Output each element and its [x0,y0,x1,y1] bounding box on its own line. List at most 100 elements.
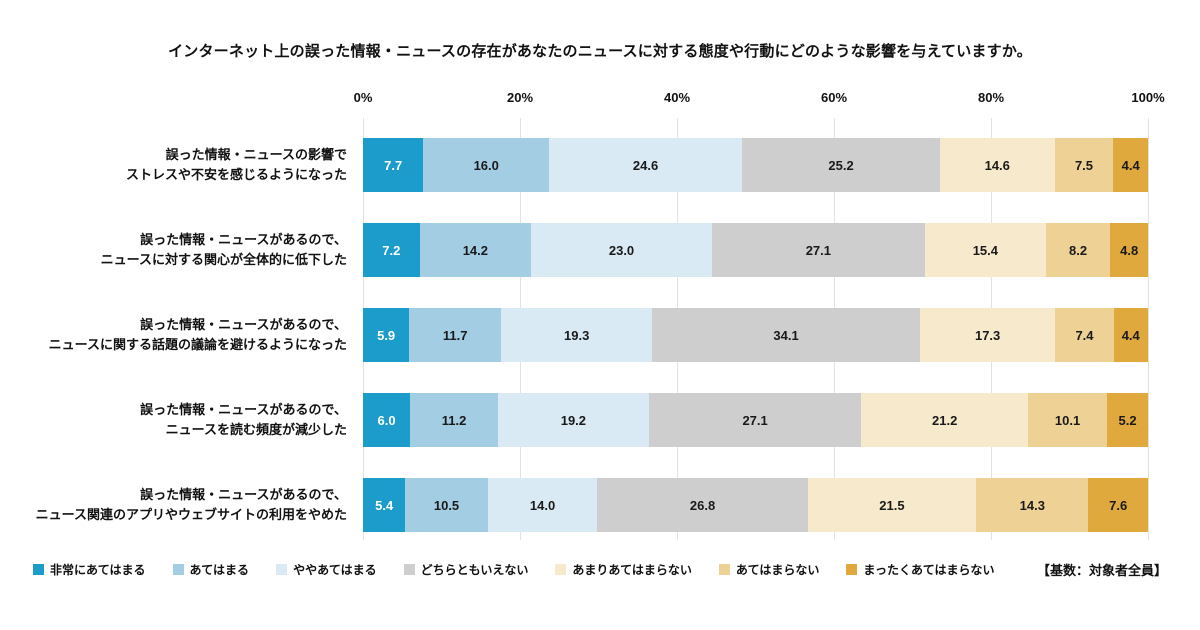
bar-segment: 4.4 [1113,138,1148,192]
value-label: 23.0 [608,242,635,258]
bar-segment: 25.2 [742,138,940,192]
legend-swatch [33,564,44,575]
gridline [1147,118,1149,540]
value-label: 4.4 [1121,327,1140,343]
bar-segment: 10.5 [405,478,488,532]
value-label: 19.2 [560,412,587,428]
bar-segment: 21.5 [807,478,977,532]
legend-item: 非常にあてはまる [33,561,146,578]
value-label: 14.6 [984,157,1010,173]
value-label: 25.2 [828,157,854,173]
value-label: 21.2 [932,412,958,428]
bar-segment: 15.4 [924,223,1046,277]
basis-note: 【基数：対象者全員】 [1036,563,1167,578]
category-label: 誤った情報・ニュースがあるので、 ニュース関連のアプリやウェブサイトの利用をやめ… [35,486,347,522]
value-label: 7.7 [384,157,403,173]
bar-segment: 10.1 [1027,393,1108,447]
value-label: 15.4 [972,242,998,258]
value-label: 11.2 [441,412,467,428]
bar-segment: 7.4 [1055,308,1114,362]
stacked-bar: 7.2 14.2 23.0 27.1 15.4 8.2 4.8 [363,223,1149,277]
bar-segment: 7.2 [363,223,420,277]
legend-swatch [403,564,415,575]
category-label: 誤った情報・ニュースがあるので、 ニュースを読む頻度が減少した [140,401,347,437]
legend-swatch [172,564,184,575]
bar-segment: 8.2 [1045,223,1111,277]
bar-segment: 23.0 [531,223,712,277]
chart-title: インターネット上の誤った情報・ニュースの存在があなたのニュースに対する態度や行動… [168,43,1032,60]
value-label: 26.8 [689,497,716,513]
value-label: 7.6 [1109,497,1128,513]
legend-label: まったくあてはまらない [863,563,995,577]
x-axis-tick-label: 40% [663,90,691,105]
value-label: 5.9 [377,327,396,343]
value-label: 8.2 [1069,242,1088,258]
value-label: 7.4 [1075,327,1094,343]
value-label: 14.0 [529,497,556,513]
value-label: 34.1 [773,327,799,343]
value-label: 14.2 [462,242,489,258]
plot-area: 0% 20% 40% 60% 80% 100% 7.7 16.0 24.6 25.2 14.6 7.… [354,0,1165,630]
bar-segment: 19.2 [498,393,649,447]
bar-segment: 14.3 [976,478,1089,532]
stacked-bar: 5.9 11.7 19.3 34.1 17.3 7.4 4.4 [363,308,1148,362]
value-label: 4.4 [1121,157,1140,173]
value-label: 5.4 [375,497,394,513]
bar-segment: 5.2 [1107,393,1148,447]
value-label: 11.7 [442,327,468,343]
x-axis: 0% 20% 40% 60% 80% 100% [354,90,1165,108]
value-label: 14.3 [1019,497,1045,513]
bar-segment: 6.0 [363,393,411,447]
legend-label: あてはまる [189,563,250,577]
bar-segment: 27.1 [648,393,862,447]
bar-segment: 17.3 [919,308,1056,362]
bar-segment: 14.0 [487,478,598,532]
value-label: 16.0 [473,157,499,173]
bar-segment: 24.6 [549,138,743,192]
legend-label: あまりあてはまらない [572,563,692,577]
legend-item: どちらともいえない [403,561,528,578]
legend: 非常にあてはまる あてはまる ややあてはまる どちらともいえない あまりあてはまらない あ… [33,560,1167,579]
value-label: 17.3 [974,327,1001,343]
category-label: 誤った情報・ニュースの影響で ストレスや不安を感じるようになった [125,146,347,182]
legend-swatch [846,564,858,575]
legend-swatch [276,564,288,575]
legend-item: まったくあてはまらない [846,561,994,578]
value-label: 27.1 [742,412,768,428]
bar-segment: 4.8 [1110,223,1149,277]
legend-item: ややあてはまる [276,561,377,578]
bar-segment: 14.2 [419,223,532,277]
value-label: 6.0 [377,412,396,428]
bar-segment: 5.4 [363,478,406,532]
bar-segment: 7.5 [1054,138,1114,192]
bar-segment: 4.4 [1113,308,1148,362]
legend-item: あてはまらない [718,561,819,578]
value-label: 21.5 [879,497,905,513]
legend-label: ややあてはまる [293,563,377,577]
category-label: 誤った情報・ニュースがあるので、 ニュースに対する関心が全体的に低下した [100,231,347,267]
legend-label: 非常にあてはまる [50,563,146,577]
value-label: 4.8 [1120,242,1139,258]
bar-segment: 11.2 [410,393,499,447]
legend-item: あてはまる [172,561,250,578]
x-axis-tick-label: 20% [506,90,534,105]
bar-segment: 14.6 [939,138,1055,192]
value-label: 7.5 [1074,157,1094,173]
x-axis-tick-label: 80% [977,90,1005,105]
bar-segment: 5.9 [363,308,410,362]
value-label: 7.2 [382,242,401,258]
value-label: 19.3 [564,327,590,343]
bar-segment: 16.0 [423,138,550,192]
legend-swatch [555,564,567,575]
bar-segment: 11.7 [409,308,502,362]
bar-segment: 21.2 [861,393,1028,447]
x-axis-tick-label: 100% [1131,90,1165,105]
stacked-bar: 5.4 10.5 14.0 26.8 21.5 14.3 7.6 [363,478,1148,532]
bar-segment: 7.6 [1088,478,1148,532]
x-axis-tick-label: 60% [820,90,848,105]
x-axis-tick-label: 0% [353,90,373,105]
legend-items: 非常にあてはまる あてはまる ややあてはまる どちらともいえない あまりあてはまらない あ… [33,561,994,578]
bar-segment: 19.3 [501,308,653,362]
bar-segment: 26.8 [597,478,808,532]
